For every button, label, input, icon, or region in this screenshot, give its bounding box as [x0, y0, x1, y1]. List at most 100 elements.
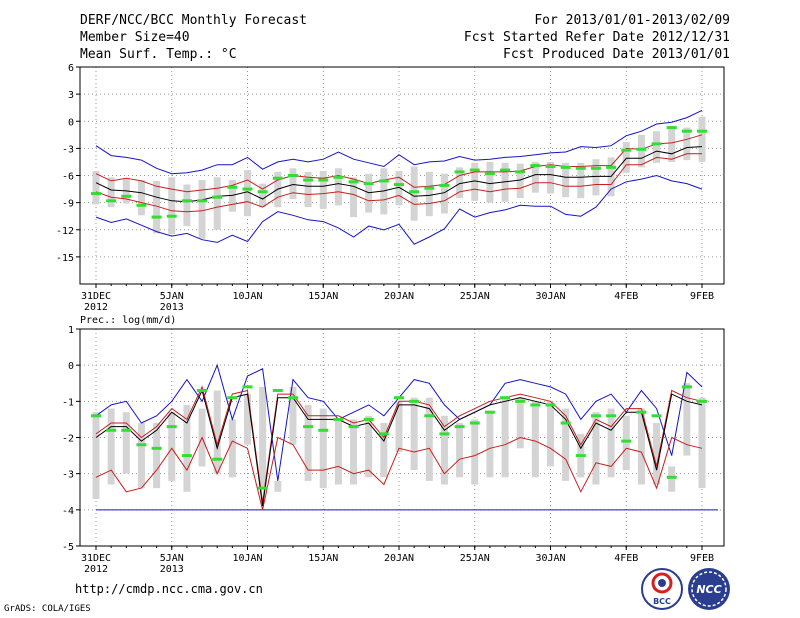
temp-observed-marker: [515, 170, 526, 174]
temp-spread-box: [198, 180, 206, 239]
prec-xtick-label: 15JAN: [308, 553, 338, 564]
temp-xtick-label: 4FEB: [614, 291, 638, 302]
temp-observed-marker: [227, 185, 238, 189]
temp-min-line: [95, 174, 703, 245]
temp-observed-marker: [424, 186, 435, 190]
temp-xtick-year: 2013: [160, 302, 184, 313]
temp-spread-box: [653, 131, 661, 163]
prec-observed-marker: [212, 457, 223, 461]
temp-spread-box: [425, 171, 433, 217]
temp-spread-box: [410, 166, 418, 221]
temp-observed-marker: [287, 174, 298, 177]
prec-spread-box: [607, 408, 615, 478]
prec-observed-marker: [469, 421, 480, 425]
prec-spread-box: [213, 390, 221, 474]
temp-xtick-label: 30JAN: [535, 291, 565, 302]
temp-ytick-label: -6: [62, 172, 74, 183]
temp-max-line: [95, 109, 703, 175]
prec-observed-marker: [348, 425, 359, 429]
temp-spread-box: [213, 177, 221, 230]
prec-observed-marker: [636, 410, 647, 414]
temp-spread-box: [577, 162, 585, 199]
prec-spread-box: [471, 419, 479, 485]
temp-observed-marker: [530, 164, 541, 168]
temp-spread-box: [698, 116, 706, 162]
prec-spread-box: [289, 386, 297, 445]
temp-observed-marker: [348, 180, 359, 184]
prec-xtick-label: 20JAN: [384, 553, 414, 564]
prec-observed-marker: [151, 446, 162, 450]
prec-spread-box: [547, 401, 554, 467]
prec-observed-marker: [621, 439, 632, 443]
prec-observed-marker: [166, 425, 177, 429]
chart-title: DERF/NCC/BCC Monthly Forecast: [80, 13, 307, 28]
temp-observed-marker: [166, 214, 177, 218]
bcc-logo-text: BCC: [653, 597, 671, 606]
prec-observed-marker: [454, 425, 465, 429]
temp-observed-marker: [439, 183, 450, 187]
prec-panel-title: Prec.: log(mm/d): [80, 315, 176, 326]
temp-observed-marker: [121, 194, 132, 198]
temp-observed-marker: [621, 148, 632, 152]
prec-ytick-label: -1: [62, 397, 74, 408]
prec-spread-box: [410, 397, 418, 471]
ncc-logo: NCC: [688, 568, 730, 610]
temp-observed-marker: [394, 183, 404, 187]
temp-spread-box: [137, 180, 145, 216]
prec-xtick-label: 31DEC: [81, 553, 111, 564]
prec-spread-box: [531, 401, 539, 478]
temp-observed-marker: [91, 192, 101, 196]
temp-ytick-label: -15: [56, 253, 74, 264]
temp-observed-marker: [378, 179, 389, 183]
prec-xtick-year: 2013: [160, 564, 184, 575]
prec-spread-box: [92, 412, 100, 499]
temp-observed-marker: [257, 190, 268, 194]
website-url[interactable]: http://cmdp.ncc.cma.gov.cn: [75, 582, 263, 596]
temp-spread-box: [92, 170, 100, 205]
prec-xtick-label: 10JAN: [232, 553, 262, 564]
prec-spread-box: [304, 404, 312, 481]
prec-observed-marker: [394, 396, 404, 400]
forecast-period: For 2013/01/01-2013/02/09: [534, 13, 730, 28]
temp-observed-marker: [484, 172, 495, 176]
prec-observed-marker: [409, 399, 420, 403]
prec-spread-box: [516, 397, 524, 449]
temp-panel-title: Mean Surf. Temp.: °C: [80, 47, 237, 62]
temp-observed-marker: [409, 190, 420, 194]
prec-observed-marker: [697, 399, 707, 403]
temp-observed-marker: [545, 164, 556, 168]
temp-observed-marker: [106, 199, 117, 203]
prec-observed-marker: [500, 396, 511, 400]
prec-observed-marker: [121, 428, 132, 432]
prec-spread-box: [653, 423, 661, 485]
prec-spread-box: [395, 401, 403, 452]
temp-upper-pct-line: [95, 134, 703, 193]
prec-spread-box: [668, 466, 676, 492]
prec-spread-box: [562, 408, 570, 481]
prec-observed-marker: [91, 414, 101, 418]
prec-xtick-label: 4FEB: [614, 553, 638, 564]
temp-xtick-label: 25JAN: [460, 291, 490, 302]
prec-spread-box: [122, 412, 130, 474]
prec-observed-marker: [681, 385, 692, 389]
prec-observed-marker: [575, 454, 586, 458]
prec-observed-marker: [106, 428, 117, 432]
prec-ytick-label: -3: [62, 470, 74, 481]
prec-xtick-label: 9FEB: [690, 553, 714, 564]
temp-observed-marker: [681, 129, 692, 133]
temp-observed-marker: [151, 215, 162, 219]
temp-observed-marker: [651, 142, 662, 146]
temp-ytick-label: 0: [68, 117, 74, 128]
bcc-logo: BCC: [641, 568, 683, 610]
prec-observed-marker: [560, 421, 571, 425]
temp-spread-box: [350, 177, 358, 218]
temp-observed-marker: [242, 187, 253, 191]
prec-observed-marker: [257, 486, 268, 490]
temp-ytick-label: 6: [68, 63, 74, 74]
temp-xtick-label: 20JAN: [384, 291, 414, 302]
prec-observed-marker: [378, 432, 389, 436]
prec-spread-box: [425, 397, 433, 481]
prec-observed-marker: [181, 454, 192, 458]
temp-spread-box: [183, 184, 191, 227]
prec-spread-box: [683, 383, 691, 456]
